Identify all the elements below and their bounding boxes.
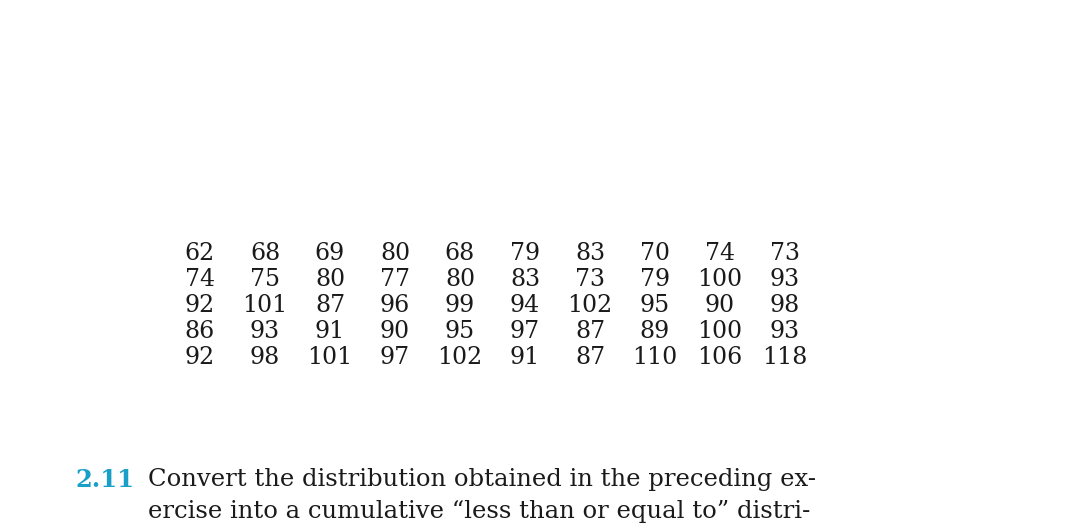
Text: 77: 77 (380, 268, 410, 291)
Text: 95: 95 (640, 294, 670, 317)
Text: 73: 73 (575, 268, 605, 291)
Text: 98: 98 (249, 346, 280, 369)
Text: 69: 69 (315, 242, 346, 265)
Text: 90: 90 (380, 320, 410, 343)
Text: 91: 91 (510, 346, 540, 369)
Text: 80: 80 (315, 268, 346, 291)
Text: 93: 93 (770, 320, 800, 343)
Text: 97: 97 (510, 320, 540, 343)
Text: 80: 80 (380, 242, 410, 265)
Text: 91: 91 (315, 320, 346, 343)
Text: 79: 79 (640, 268, 670, 291)
Text: 102: 102 (567, 294, 612, 317)
Text: 87: 87 (575, 320, 605, 343)
Text: 68: 68 (249, 242, 280, 265)
Text: 101: 101 (308, 346, 353, 369)
Text: 100: 100 (698, 268, 743, 291)
Text: 2.11: 2.11 (75, 468, 134, 492)
Text: 99: 99 (445, 294, 475, 317)
Text: 110: 110 (633, 346, 677, 369)
Text: 86: 86 (185, 320, 215, 343)
Text: 73: 73 (770, 242, 800, 265)
Text: 100: 100 (698, 320, 743, 343)
Text: 96: 96 (380, 294, 410, 317)
Text: 80: 80 (445, 268, 475, 291)
Text: 75: 75 (249, 268, 280, 291)
Text: 62: 62 (185, 242, 215, 265)
Text: 90: 90 (705, 294, 735, 317)
Text: 70: 70 (640, 242, 670, 265)
Text: 87: 87 (315, 294, 346, 317)
Text: 92: 92 (185, 294, 215, 317)
Text: 68: 68 (445, 242, 475, 265)
Text: 83: 83 (575, 242, 605, 265)
Text: 74: 74 (705, 242, 735, 265)
Text: 97: 97 (380, 346, 410, 369)
Text: 101: 101 (242, 294, 287, 317)
Text: Convert the distribution obtained in the preceding ex-: Convert the distribution obtained in the… (148, 468, 816, 491)
Text: 87: 87 (575, 346, 605, 369)
Text: 118: 118 (762, 346, 808, 369)
Text: 74: 74 (185, 268, 215, 291)
Text: 89: 89 (639, 320, 670, 343)
Text: 94: 94 (510, 294, 540, 317)
Text: 83: 83 (510, 268, 540, 291)
Text: 79: 79 (510, 242, 540, 265)
Text: ercise into a cumulative “less than or equal to” distri-: ercise into a cumulative “less than or e… (148, 500, 810, 523)
Text: 106: 106 (698, 346, 743, 369)
Text: 102: 102 (437, 346, 483, 369)
Text: 92: 92 (185, 346, 215, 369)
Text: 95: 95 (445, 320, 475, 343)
Text: 93: 93 (770, 268, 800, 291)
Text: 98: 98 (770, 294, 800, 317)
Text: 93: 93 (249, 320, 280, 343)
